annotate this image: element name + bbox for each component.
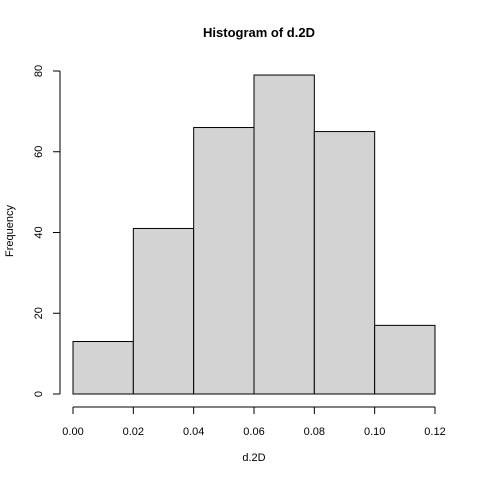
x-tick-label-3: 0.06 — [243, 426, 264, 438]
x-tick-label-0: 0.00 — [62, 426, 83, 438]
histogram-bar-4 — [313, 131, 376, 395]
y-tick-label-1: 20 — [33, 307, 45, 319]
y-tick-label-3: 60 — [33, 146, 45, 158]
x-tick-label-2: 0.04 — [183, 426, 204, 438]
histogram-bar-3 — [253, 74, 315, 395]
x-tick-label-1: 0.02 — [123, 426, 144, 438]
chart-title: Histogram of d.2D — [203, 25, 315, 40]
x-axis: 0.00 0.02 0.04 0.06 0.08 0.10 0.12 — [62, 406, 446, 438]
x-tick-label-5: 0.10 — [364, 426, 385, 438]
histogram-bar-0 — [72, 341, 134, 395]
y-tick-label-4: 80 — [33, 65, 45, 77]
y-axis-label: Frequency — [4, 205, 16, 257]
y-tick-label-0: 0 — [33, 391, 45, 397]
y-tick-label-2: 40 — [33, 226, 45, 238]
histogram-bar-1 — [132, 227, 195, 395]
x-tick-label-4: 0.08 — [304, 426, 325, 438]
histogram-bar-2 — [193, 127, 255, 395]
x-tick-label-6: 0.12 — [424, 426, 445, 438]
x-axis-label: d.2D — [242, 452, 265, 464]
bars-group — [72, 74, 436, 395]
histogram-bar-5 — [374, 324, 436, 395]
y-axis: 0 20 40 60 80 — [33, 65, 61, 397]
